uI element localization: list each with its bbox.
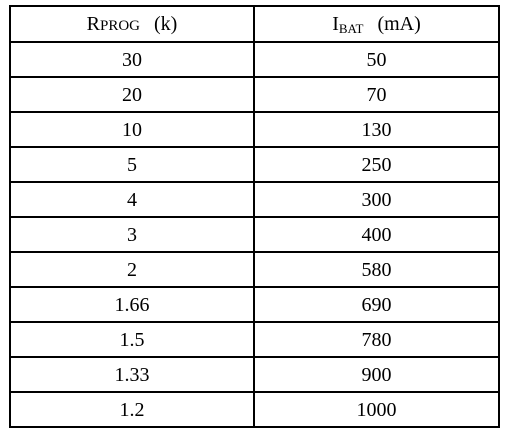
table-row: 1.33 900 xyxy=(9,356,500,393)
cell-ibat: 690 xyxy=(253,286,500,323)
table-row: 30 50 xyxy=(9,41,500,78)
cell-ibat: 300 xyxy=(253,181,500,218)
cell-rprog: 1.2 xyxy=(9,391,255,428)
cell-rprog: 20 xyxy=(9,76,255,113)
header-ibat-subscript: BAT xyxy=(338,21,364,36)
cell-rprog: 3 xyxy=(9,216,255,253)
cell-ibat: 130 xyxy=(253,111,500,148)
cell-rprog: 2 xyxy=(9,251,255,288)
header-ibat-unit: (mA) xyxy=(377,13,421,35)
table-row: 2 580 xyxy=(9,251,500,288)
cell-ibat: 70 xyxy=(253,76,500,113)
cell-rprog: 1.66 xyxy=(9,286,255,323)
cell-ibat: 900 xyxy=(253,356,500,393)
cell-ibat: 780 xyxy=(253,321,500,358)
table-row: 10 130 xyxy=(9,111,500,148)
table-row: 1.5 780 xyxy=(9,321,500,358)
rprog-ibat-table: RPROG (k) IBAT (mA) 30 50 20 70 10 130 5 2… xyxy=(9,5,500,428)
header-rprog-initial: R xyxy=(86,13,100,35)
cell-rprog: 10 xyxy=(9,111,255,148)
cell-rprog: 30 xyxy=(9,41,255,78)
table-row: 20 70 xyxy=(9,76,500,113)
header-rprog-unit: (k) xyxy=(154,13,178,35)
table-row: 1.66 690 xyxy=(9,286,500,323)
table-row: 5 250 xyxy=(9,146,500,183)
cell-rprog: 4 xyxy=(9,181,255,218)
header-ibat: IBAT (mA) xyxy=(253,5,500,43)
cell-ibat: 400 xyxy=(253,216,500,253)
header-rprog: RPROG (k) xyxy=(9,5,255,43)
cell-rprog: 5 xyxy=(9,146,255,183)
table-header-row: RPROG (k) IBAT (mA) xyxy=(9,5,500,43)
cell-ibat: 50 xyxy=(253,41,500,78)
cell-rprog: 1.33 xyxy=(9,356,255,393)
header-rprog-rest: PROG xyxy=(100,18,141,34)
table-row: 3 400 xyxy=(9,216,500,253)
cell-ibat: 580 xyxy=(253,251,500,288)
cell-ibat: 1000 xyxy=(253,391,500,428)
cell-ibat: 250 xyxy=(253,146,500,183)
cell-rprog: 1.5 xyxy=(9,321,255,358)
table-row: 4 300 xyxy=(9,181,500,218)
table-row: 1.2 1000 xyxy=(9,391,500,428)
header-ibat-initial: I xyxy=(332,13,339,35)
